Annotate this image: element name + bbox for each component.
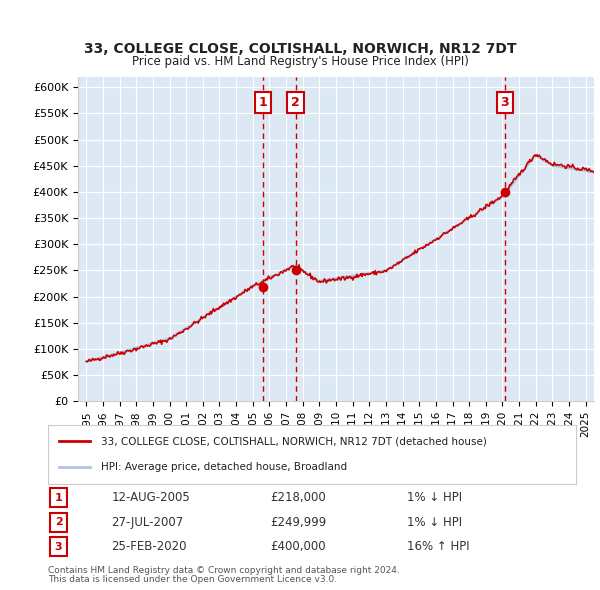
Text: Price paid vs. HM Land Registry's House Price Index (HPI): Price paid vs. HM Land Registry's House … (131, 55, 469, 68)
Text: 12-AUG-2005: 12-AUG-2005 (112, 491, 190, 504)
Text: 1: 1 (55, 493, 62, 503)
Text: 1: 1 (259, 96, 268, 109)
Text: 2: 2 (291, 96, 300, 109)
Text: 2: 2 (55, 517, 62, 527)
Text: £400,000: £400,000 (270, 540, 325, 553)
Text: HPI: Average price, detached house, Broadland: HPI: Average price, detached house, Broa… (101, 463, 347, 472)
Text: Contains HM Land Registry data © Crown copyright and database right 2024.: Contains HM Land Registry data © Crown c… (48, 566, 400, 575)
Text: 27-JUL-2007: 27-JUL-2007 (112, 516, 184, 529)
Text: 16% ↑ HPI: 16% ↑ HPI (407, 540, 470, 553)
Text: 1% ↓ HPI: 1% ↓ HPI (407, 516, 462, 529)
Text: £249,999: £249,999 (270, 516, 326, 529)
Text: 1% ↓ HPI: 1% ↓ HPI (407, 491, 462, 504)
Text: 3: 3 (55, 542, 62, 552)
Text: £218,000: £218,000 (270, 491, 326, 504)
Text: This data is licensed under the Open Government Licence v3.0.: This data is licensed under the Open Gov… (48, 575, 337, 584)
Text: 3: 3 (500, 96, 509, 109)
Text: 33, COLLEGE CLOSE, COLTISHALL, NORWICH, NR12 7DT (detached house): 33, COLLEGE CLOSE, COLTISHALL, NORWICH, … (101, 437, 487, 446)
Text: 25-FEB-2020: 25-FEB-2020 (112, 540, 187, 553)
Text: 33, COLLEGE CLOSE, COLTISHALL, NORWICH, NR12 7DT: 33, COLLEGE CLOSE, COLTISHALL, NORWICH, … (84, 42, 516, 56)
